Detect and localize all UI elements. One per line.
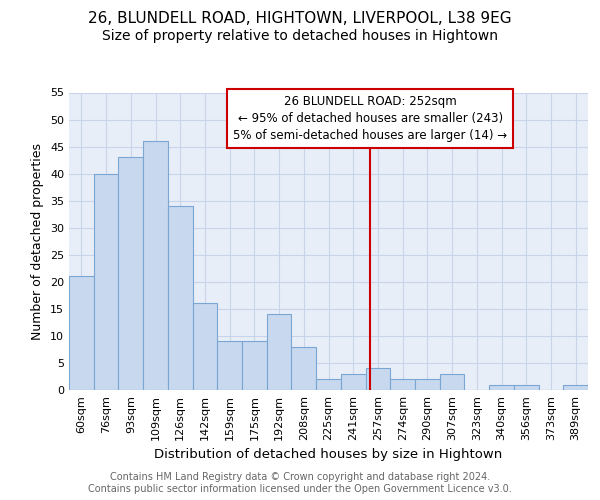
Bar	[341, 374, 365, 390]
Bar	[168, 206, 193, 390]
Bar	[217, 342, 242, 390]
Bar	[440, 374, 464, 390]
Bar	[143, 141, 168, 390]
Y-axis label: Number of detached properties: Number of detached properties	[31, 143, 44, 340]
Bar	[415, 379, 440, 390]
Bar	[242, 342, 267, 390]
Bar	[390, 379, 415, 390]
Bar	[316, 379, 341, 390]
Text: 26 BLUNDELL ROAD: 252sqm
← 95% of detached houses are smaller (243)
5% of semi-d: 26 BLUNDELL ROAD: 252sqm ← 95% of detach…	[233, 95, 507, 142]
Bar	[267, 314, 292, 390]
Bar	[193, 304, 217, 390]
Bar	[94, 174, 118, 390]
Bar	[69, 276, 94, 390]
X-axis label: Distribution of detached houses by size in Hightown: Distribution of detached houses by size …	[154, 448, 503, 462]
Text: Contains HM Land Registry data © Crown copyright and database right 2024.
Contai: Contains HM Land Registry data © Crown c…	[88, 472, 512, 494]
Bar	[365, 368, 390, 390]
Bar	[118, 158, 143, 390]
Bar	[563, 384, 588, 390]
Bar	[292, 346, 316, 390]
Text: Size of property relative to detached houses in Hightown: Size of property relative to detached ho…	[102, 29, 498, 43]
Bar	[489, 384, 514, 390]
Text: 26, BLUNDELL ROAD, HIGHTOWN, LIVERPOOL, L38 9EG: 26, BLUNDELL ROAD, HIGHTOWN, LIVERPOOL, …	[88, 11, 512, 26]
Bar	[514, 384, 539, 390]
